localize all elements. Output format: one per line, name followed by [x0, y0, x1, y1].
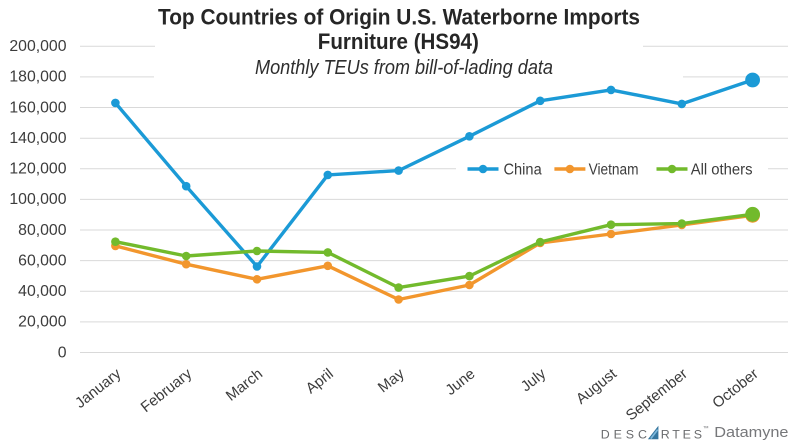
svg-text:Datamyne: Datamyne [714, 425, 788, 441]
svg-text:20,000: 20,000 [18, 314, 67, 331]
svg-text:Top Countries of Origin U.S. W: Top Countries of Origin U.S. Waterborne … [158, 5, 640, 30]
svg-text:40,000: 40,000 [18, 283, 67, 300]
svg-text:Vietnam: Vietnam [589, 162, 639, 179]
svg-text:200,000: 200,000 [9, 38, 66, 55]
svg-text:All others: All others [691, 162, 753, 179]
svg-text:™: ™ [703, 425, 709, 432]
svg-text:140,000: 140,000 [9, 130, 66, 147]
svg-text:80,000: 80,000 [18, 222, 67, 239]
svg-text:0: 0 [58, 344, 67, 361]
svg-text:Furniture (HS94): Furniture (HS94) [318, 29, 479, 54]
svg-text:China: China [504, 162, 543, 179]
svg-text:60,000: 60,000 [18, 252, 67, 269]
svg-text:160,000: 160,000 [9, 99, 66, 116]
svg-text:180,000: 180,000 [9, 69, 66, 86]
svg-text:100,000: 100,000 [9, 191, 66, 208]
svg-text:120,000: 120,000 [9, 161, 66, 178]
svg-text:Monthly TEUs from bill-of-ladi: Monthly TEUs from bill-of-lading data [255, 57, 553, 79]
